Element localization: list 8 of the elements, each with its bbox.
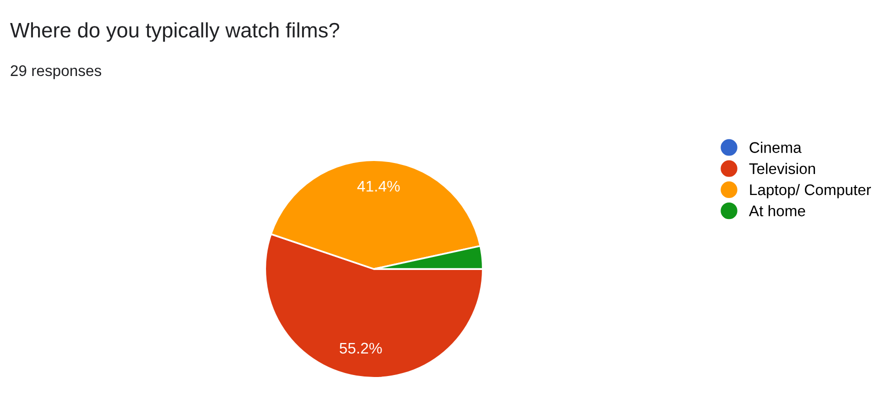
data-label: 55.2% (340, 342, 382, 354)
legend-label: Laptop/ Computer (750, 184, 871, 198)
legend-label: Television (749, 162, 815, 174)
text: 29 responses (10, 65, 102, 80)
legend-label: At home (748, 205, 806, 216)
legend-label: Cinema (750, 142, 802, 153)
chart-title: Where do you typically watch films? (10, 22, 340, 42)
data-label: 41.4% (357, 180, 400, 192)
